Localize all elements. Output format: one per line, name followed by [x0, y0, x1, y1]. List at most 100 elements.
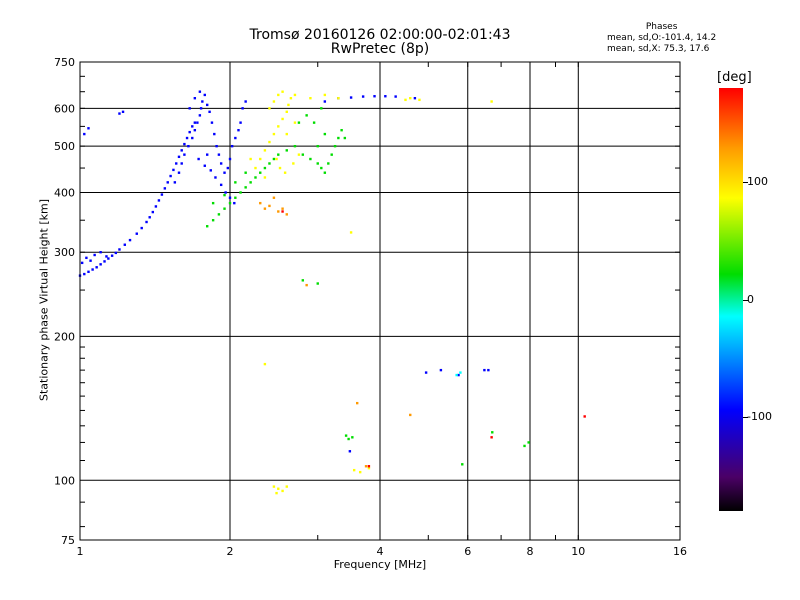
- data-point: [85, 256, 88, 260]
- data-point: [230, 144, 234, 148]
- data-point: [277, 487, 280, 490]
- data-point: [173, 181, 177, 184]
- data-point: [330, 153, 333, 156]
- data-point: [483, 368, 486, 372]
- colorbar-tick-label: 0: [747, 292, 754, 306]
- data-point: [285, 149, 288, 152]
- y-axis-label: Stationary phase Virtual Height [km]: [37, 198, 51, 402]
- data-point: [103, 260, 106, 263]
- data-point: [272, 196, 276, 199]
- data-point: [301, 153, 305, 156]
- data-point: [183, 153, 186, 156]
- data-point: [211, 201, 215, 205]
- data-point: [259, 157, 262, 161]
- data-point: [459, 371, 462, 374]
- data-point: [277, 93, 280, 97]
- data-point: [205, 153, 209, 156]
- data-point: [198, 114, 202, 117]
- x-tick-label: 8: [527, 545, 534, 558]
- data-point: [91, 268, 94, 271]
- data-point: [210, 121, 214, 124]
- colorbar: [719, 88, 743, 511]
- data-point: [305, 114, 308, 117]
- data-point: [268, 140, 271, 144]
- data-point: [297, 121, 301, 124]
- data-point: [208, 110, 211, 114]
- data-point: [278, 166, 282, 170]
- data-point: [373, 95, 376, 98]
- data-point: [293, 121, 297, 124]
- y-tick-label: 100: [54, 474, 75, 487]
- data-point: [352, 468, 356, 472]
- data-point: [268, 204, 271, 208]
- data-point: [205, 225, 209, 228]
- data-point: [107, 257, 110, 260]
- data-point: [228, 196, 232, 199]
- data-point: [272, 132, 276, 136]
- data-point: [160, 193, 164, 196]
- data-point: [361, 95, 365, 98]
- data-point: [217, 213, 221, 216]
- y-tick-label: 600: [54, 102, 75, 115]
- data-point: [281, 207, 284, 210]
- data-point: [187, 144, 190, 148]
- colorbar-tick-mark: [743, 417, 748, 418]
- data-point: [193, 128, 197, 132]
- data-point: [254, 176, 257, 179]
- data-point: [343, 136, 347, 140]
- data-point: [244, 100, 247, 103]
- data-point: [527, 441, 530, 444]
- data-point: [268, 162, 271, 165]
- data-point: [118, 248, 121, 251]
- data-point: [99, 263, 102, 266]
- data-point: [228, 201, 232, 205]
- data-point: [110, 254, 114, 257]
- data-point: [183, 142, 186, 146]
- data-point: [118, 112, 121, 115]
- data-point: [203, 164, 206, 167]
- data-point: [323, 100, 327, 103]
- data-point: [263, 362, 267, 366]
- data-point: [292, 162, 295, 165]
- data-point: [409, 96, 412, 100]
- data-point: [219, 162, 223, 165]
- data-point: [333, 144, 337, 148]
- data-point: [249, 157, 252, 161]
- x-tick-label: 2: [227, 545, 234, 558]
- data-point: [169, 174, 172, 178]
- data-point: [188, 130, 191, 134]
- data-point: [209, 169, 212, 172]
- data-point: [272, 485, 276, 488]
- data-point: [166, 181, 169, 184]
- data-point: [105, 255, 108, 258]
- data-point: [263, 166, 267, 170]
- data-point: [193, 96, 197, 100]
- data-point: [277, 210, 280, 213]
- data-point: [135, 232, 138, 235]
- data-point: [293, 93, 297, 97]
- data-point: [281, 210, 284, 213]
- data-point: [309, 96, 312, 100]
- data-point: [224, 191, 227, 194]
- data-point: [424, 371, 428, 374]
- data-point: [272, 100, 276, 103]
- y-tick-label: 750: [54, 56, 75, 69]
- data-point: [285, 110, 288, 114]
- data-point: [351, 436, 354, 439]
- data-point: [217, 153, 221, 156]
- data-point: [241, 107, 244, 110]
- data-point: [409, 413, 412, 417]
- data-point: [145, 220, 148, 224]
- y-tick-label: 500: [54, 140, 75, 153]
- data-point: [413, 96, 417, 100]
- data-point: [93, 253, 96, 257]
- data-point: [172, 168, 175, 172]
- data-point: [201, 100, 204, 103]
- y-tick-label: 75: [61, 534, 75, 547]
- data-point: [254, 166, 257, 170]
- axes-layer: 1 2 4 6 8 10 16 75 100 200 300 400 500 600 750: [54, 56, 687, 558]
- points-layer: [78, 90, 586, 495]
- data-point: [461, 463, 464, 466]
- data-point: [191, 125, 194, 128]
- data-point: [185, 136, 189, 140]
